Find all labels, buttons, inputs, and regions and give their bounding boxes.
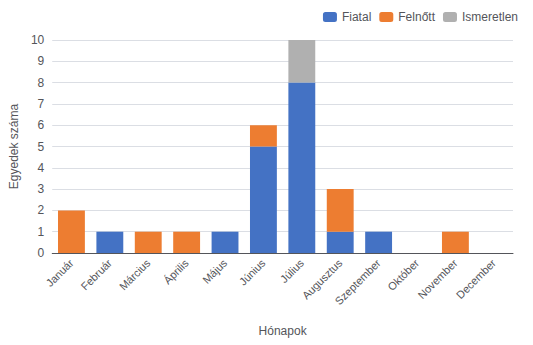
svg-text:4: 4: [38, 161, 45, 175]
svg-text:Március: Március: [117, 256, 153, 292]
svg-text:Hónapok: Hónapok: [259, 324, 308, 338]
svg-text:Február: Február: [78, 257, 114, 293]
svg-text:Felnőtt: Felnőtt: [398, 10, 435, 24]
svg-text:Január: Január: [43, 257, 75, 289]
svg-text:0: 0: [38, 246, 45, 260]
svg-text:2: 2: [38, 203, 45, 217]
svg-text:8: 8: [38, 76, 45, 90]
svg-text:Ismeretlen: Ismeretlen: [462, 10, 518, 24]
svg-text:Fiatal: Fiatal: [342, 10, 371, 24]
svg-text:Május: Május: [200, 256, 230, 286]
svg-text:Augusztus: Augusztus: [299, 256, 345, 302]
svg-text:November: November: [415, 257, 460, 302]
svg-text:5: 5: [38, 140, 45, 154]
svg-text:6: 6: [38, 118, 45, 132]
svg-text:7: 7: [38, 97, 45, 111]
svg-text:9: 9: [38, 54, 45, 68]
svg-text:Szeptember: Szeptember: [332, 257, 383, 308]
svg-text:3: 3: [38, 182, 45, 196]
svg-text:Április: Április: [161, 256, 191, 286]
svg-text:10: 10: [31, 33, 45, 47]
svg-text:Október: Október: [385, 257, 421, 293]
svg-text:Július: Július: [278, 256, 307, 285]
svg-text:1: 1: [38, 225, 45, 239]
svg-text:Egyedek száma: Egyedek száma: [7, 103, 21, 189]
svg-text:Június: Június: [237, 256, 268, 287]
svg-text:December: December: [454, 257, 499, 302]
